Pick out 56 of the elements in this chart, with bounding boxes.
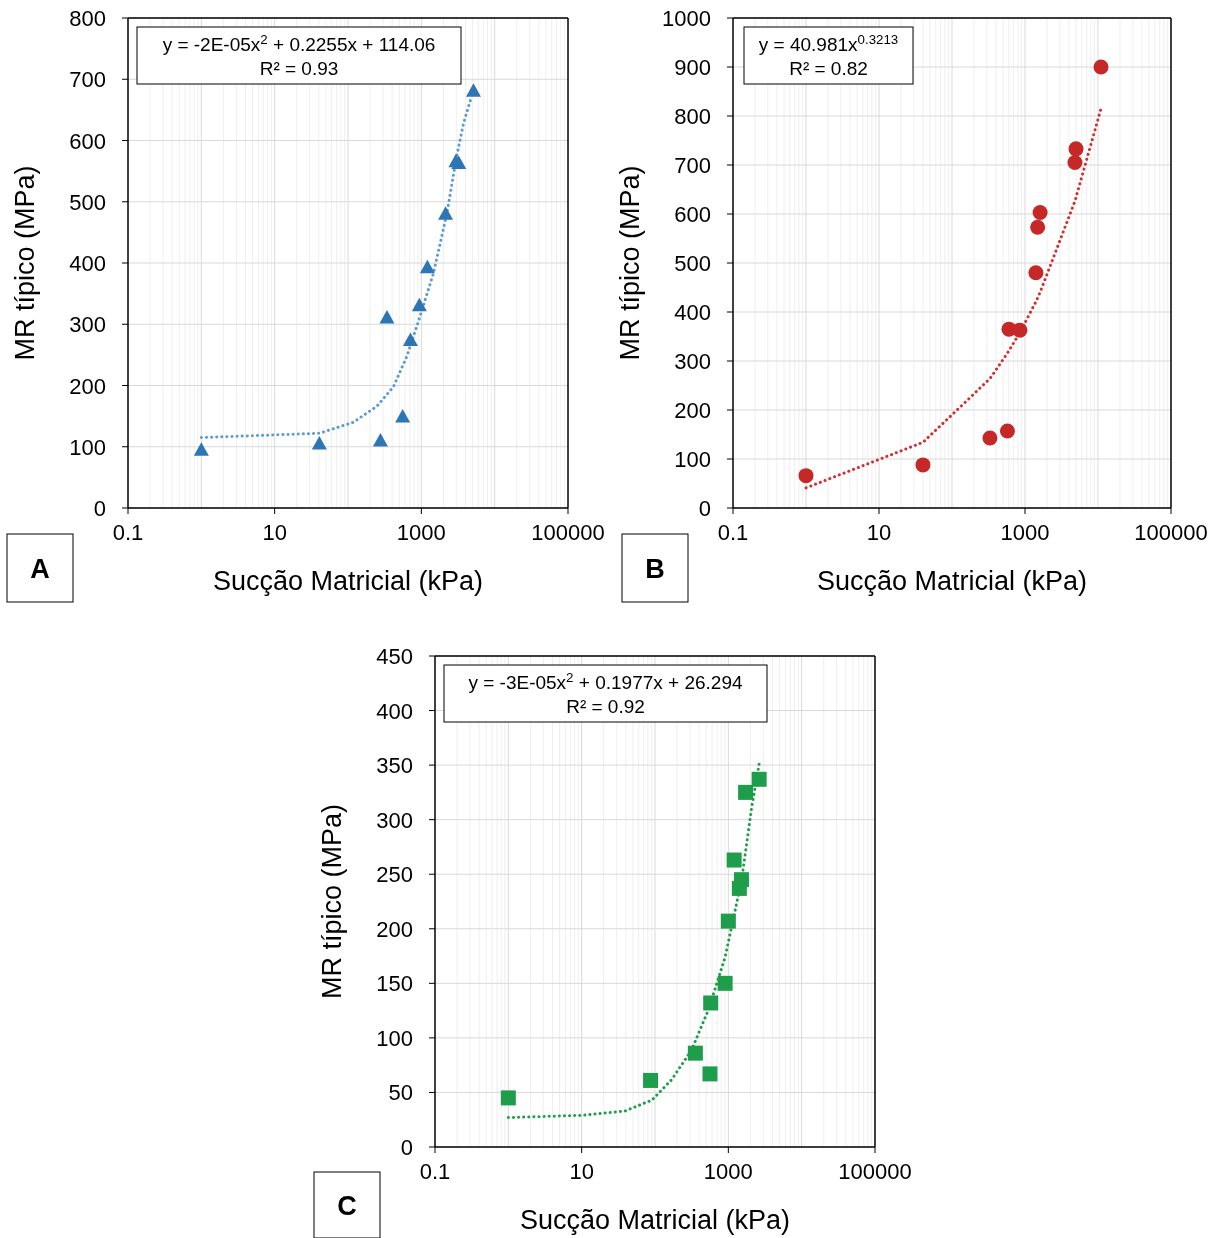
- annotation: y = -3E-05x$^{2}$ + 0.1977x + 26.294: [468, 669, 743, 693]
- y-tick-label: 600: [674, 202, 711, 227]
- y-tick-label: 300: [69, 312, 106, 338]
- y-tick-label: 150: [376, 971, 413, 997]
- y-tick-label: 400: [69, 251, 106, 276]
- y-axis-title: MR típico (MPa): [10, 165, 40, 361]
- annotation: R² = 0.93: [259, 58, 339, 79]
- annotation: R² = 0.92: [566, 696, 645, 717]
- y-tick-label: 350: [376, 753, 413, 779]
- x-axis-title: Sucção Matricial (kPa): [816, 566, 1088, 596]
- x-tick-label: 1000: [1000, 520, 1050, 545]
- y-tick-label: 50: [388, 1080, 413, 1106]
- y-tick-label: 700: [674, 153, 711, 178]
- y-tick-label: 400: [376, 698, 413, 724]
- text: B: [645, 554, 665, 584]
- x-tick-label: 0.1: [112, 520, 144, 545]
- x-tick-label: 0.1: [717, 520, 749, 545]
- y-tick-label: 200: [376, 916, 413, 942]
- x-axis-title: Sucção Matricial (kPa): [212, 566, 484, 596]
- y-tick-label: 700: [69, 67, 106, 93]
- y-tick-label: 100: [69, 434, 106, 460]
- y-tick-label: 800: [69, 6, 106, 31]
- y-tick-label: 1000: [662, 6, 711, 31]
- x-tick-label: 1000: [703, 1159, 753, 1184]
- y-tick-label: 400: [674, 300, 711, 325]
- y-tick-label: 500: [69, 189, 106, 215]
- y-tick-label: 800: [674, 104, 711, 129]
- y-tick-label: 450: [376, 644, 413, 669]
- y-tick-label: 0: [698, 496, 711, 521]
- annotation: y = 40.981x$^{0.3213}$: [758, 31, 899, 55]
- x-tick-label: 10: [866, 520, 892, 545]
- y-tick-label: 500: [674, 251, 711, 276]
- x-tick-label: 0.1: [419, 1159, 451, 1184]
- y-tick-label: 100: [376, 1025, 413, 1051]
- annotation: R² = 0.82: [789, 58, 868, 79]
- x-axis-title: Sucção Matricial (kPa): [519, 1205, 791, 1235]
- y-tick-label: 250: [376, 862, 413, 888]
- y-tick-label: 600: [69, 128, 106, 154]
- text: A: [30, 554, 50, 584]
- y-axis-title: MR típico (MPa): [317, 803, 347, 1000]
- y-tick-label: 0: [93, 496, 106, 521]
- x-tick-label: 100000: [531, 520, 605, 545]
- x-tick-label: 100000: [1134, 520, 1208, 545]
- y-tick-label: 300: [674, 349, 711, 374]
- y-tick-label: 200: [69, 373, 106, 399]
- y-tick-label: 100: [674, 447, 711, 472]
- text: C: [337, 1191, 357, 1221]
- y-tick-label: 900: [674, 55, 711, 80]
- y-axis-title: MR típico (MPa): [615, 165, 645, 361]
- y-tick-label: 0: [400, 1135, 413, 1160]
- x-tick-label: 10: [569, 1159, 594, 1184]
- x-tick-label: 10: [262, 520, 287, 545]
- y-tick-label: 300: [376, 807, 413, 833]
- y-tick-label: 200: [674, 398, 711, 423]
- annotation: y = -2E-05x$^{2}$ + 0.2255x + 114.06: [162, 31, 436, 55]
- x-tick-label: 100000: [838, 1159, 912, 1184]
